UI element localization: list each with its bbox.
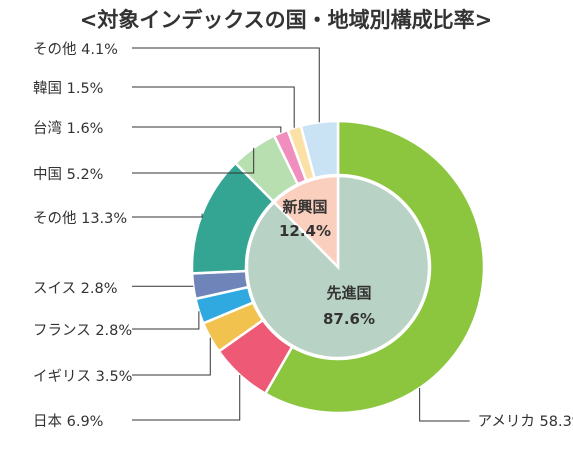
chart-title: <対象インデックスの国・地域別構成比率> xyxy=(80,8,493,32)
leader-line-0 xyxy=(419,388,470,422)
slice-label-3: フランス 2.8% xyxy=(33,323,132,339)
leader-line-5 xyxy=(132,213,203,218)
slice-label-9: その他 4.1% xyxy=(33,41,118,58)
slice-label-6: 中国 5.2% xyxy=(33,166,103,183)
inner-slice-1 xyxy=(272,174,340,271)
leader-line-1 xyxy=(132,374,241,421)
slice-label-7: 台湾 1.6% xyxy=(33,120,103,137)
inner-label-value-0: 87.6% xyxy=(323,310,375,328)
inner-label-name-0: 先進国 xyxy=(326,284,371,302)
slice-label-0: アメリカ 58.3% xyxy=(478,414,573,430)
leader-line-6 xyxy=(132,147,255,174)
slice-label-8: 韓国 1.5% xyxy=(33,80,103,97)
inner-label-name-1: 新興国 xyxy=(282,198,327,216)
inner-pie xyxy=(245,174,431,360)
slice-label-2: イギリス 3.5% xyxy=(33,368,132,385)
leader-line-8 xyxy=(132,86,295,128)
slice-label-4: スイス 2.8% xyxy=(33,281,118,297)
leader-lines xyxy=(132,47,470,422)
slice-label-5: その他 13.3% xyxy=(33,210,127,227)
leader-line-7 xyxy=(132,126,282,133)
inner-label-value-1: 12.4% xyxy=(279,222,331,240)
leader-line-3 xyxy=(132,311,200,330)
leader-line-9 xyxy=(132,47,320,123)
slice-labels: アメリカ 58.3% 日本 6.9% イギリス 3.5% フランス 2.8% スイス 2… xyxy=(33,41,573,430)
slice-label-1: 日本 6.9% xyxy=(33,413,103,430)
leader-line-2 xyxy=(132,337,211,376)
inner-labels: 先進国 87.6% 新興国 12.4% xyxy=(279,198,375,328)
